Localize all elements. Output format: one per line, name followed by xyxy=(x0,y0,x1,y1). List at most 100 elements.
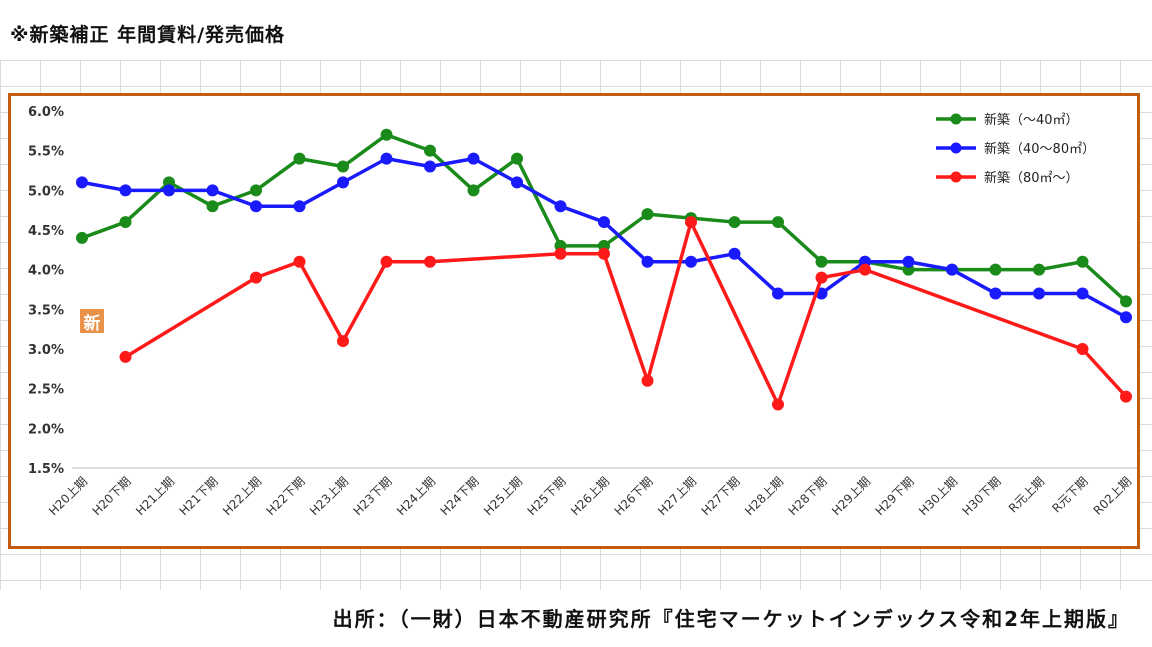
x-tick-label: H29上期 xyxy=(829,474,873,518)
x-tick-label: H20下期 xyxy=(90,474,134,518)
page-title: ※新築補正 年間賃料/発売価格 xyxy=(10,24,286,46)
x-tick-label: H27下期 xyxy=(699,474,743,518)
y-tick-label: 5.0% xyxy=(28,184,64,199)
series-1-point xyxy=(467,184,480,197)
series-2-point xyxy=(424,160,436,173)
series-3-point xyxy=(859,263,871,276)
x-tick-label: H30上期 xyxy=(916,474,960,518)
x-tick-label: H26上期 xyxy=(568,474,612,518)
y-tick-label: 1.5% xyxy=(28,462,64,477)
series-line-2 xyxy=(81,156,1127,319)
series-2-point xyxy=(511,176,523,189)
series-1-point xyxy=(293,152,306,165)
series-2-point xyxy=(119,184,132,197)
series-3-point xyxy=(641,374,654,387)
series-1-point xyxy=(728,216,741,229)
series-2-point xyxy=(598,216,610,229)
series-1-point xyxy=(511,152,523,165)
x-tick-label: H26下期 xyxy=(612,474,656,518)
x-tick-label: R元下期 xyxy=(1049,474,1090,515)
series-2-point xyxy=(1120,311,1132,324)
series-3-point xyxy=(337,335,349,348)
series-3-point xyxy=(554,247,567,260)
legend-swatch-marker xyxy=(950,113,962,125)
x-tick-label: H23下期 xyxy=(351,474,395,518)
x-tick-label: H25下期 xyxy=(525,474,569,518)
series-2-point xyxy=(467,152,480,165)
series-2-point xyxy=(554,200,567,213)
x-tick-label: H30下期 xyxy=(960,474,1004,518)
series-1-point xyxy=(380,128,393,141)
series-1-point xyxy=(424,144,436,157)
series-3-point xyxy=(250,271,262,284)
line-chart: 1.5% 2.0% 2.5% 3.0% 3.5% 4.0% 4.5% 5.0% 5.5% 6.0%… xyxy=(28,105,1137,518)
series-3-point xyxy=(685,216,697,229)
series-line-3 xyxy=(124,220,1128,407)
x-tick-label: H22上期 xyxy=(220,474,264,518)
series-1-point xyxy=(119,216,132,229)
x-tick-label: H24下期 xyxy=(438,474,482,518)
source-citation: 出所：（一財）日本不動産研究所『住宅マーケットインデックス令和2年上期版』 xyxy=(332,607,1130,631)
series-1-point xyxy=(815,255,828,268)
series-1-point xyxy=(772,216,784,229)
series-2-point xyxy=(250,200,262,213)
series-2-point xyxy=(76,176,88,189)
x-tick-label: H29下期 xyxy=(873,474,917,518)
x-tick-label: H25上期 xyxy=(481,474,525,518)
x-tick-label: H24上期 xyxy=(394,474,438,518)
legend-label: 新築（40～80㎡） xyxy=(984,141,1095,157)
series-3-point xyxy=(815,271,828,284)
series-3-point xyxy=(772,398,784,411)
series-2-point xyxy=(1076,287,1089,300)
series-1-point xyxy=(1120,295,1132,308)
series-1-point xyxy=(76,231,88,244)
legend-swatch-marker xyxy=(950,171,962,183)
series-2-point xyxy=(380,152,393,165)
series-1-point xyxy=(1076,255,1089,268)
legend-swatch-marker xyxy=(950,142,962,154)
series-1-point xyxy=(1033,263,1045,276)
series-3-point xyxy=(1076,343,1089,355)
series-2-point xyxy=(946,263,958,276)
series-3-point xyxy=(293,255,306,268)
y-tick-label: 6.0% xyxy=(28,105,64,120)
series-1-point xyxy=(250,184,262,197)
series-2-point xyxy=(1033,287,1045,300)
series-1-point xyxy=(989,263,1002,276)
series-2-point xyxy=(685,255,697,268)
series-3-point xyxy=(598,247,610,260)
series-3-point xyxy=(380,255,393,268)
x-tick-label: R元上期 xyxy=(1006,474,1047,515)
series-2-point xyxy=(728,247,741,260)
series-1-point xyxy=(206,200,219,213)
y-tick-label: 2.0% xyxy=(28,422,64,437)
series-1-point xyxy=(337,160,349,173)
new-badge-icon: 新 xyxy=(80,309,104,334)
series-2-point xyxy=(772,287,784,300)
x-tick-label: H22下期 xyxy=(264,474,308,518)
x-tick-label: H28上期 xyxy=(742,474,786,518)
series-2-point xyxy=(902,255,915,268)
series-2-point xyxy=(206,184,219,197)
y-tick-label: 3.5% xyxy=(28,303,64,318)
y-tick-label: 4.5% xyxy=(28,224,64,239)
x-tick-label: H23上期 xyxy=(307,474,351,518)
series-3-point xyxy=(1120,390,1132,403)
series-3-point xyxy=(424,255,436,268)
series-2-point xyxy=(293,200,306,213)
y-tick-label: 5.5% xyxy=(28,145,64,160)
series-3-point xyxy=(119,350,132,363)
legend-label: 新築（80㎡～） xyxy=(984,170,1079,186)
chart-frame: 1.5% 2.0% 2.5% 3.0% 3.5% 4.0% 4.5% 5.0% 5.5% 6.0%… xyxy=(8,93,1140,549)
legend-label: 新築（～40㎡） xyxy=(984,112,1079,128)
x-tick-label: H27上期 xyxy=(655,474,699,518)
y-tick-label: 4.0% xyxy=(28,264,64,279)
x-tick-label: H28下期 xyxy=(786,474,830,518)
x-tick-label: H20上期 xyxy=(46,474,90,518)
x-tick-label: R02上期 xyxy=(1091,474,1135,518)
series-1-point xyxy=(641,208,654,221)
series-2-point xyxy=(641,255,654,268)
x-tick-label: H21下期 xyxy=(177,474,221,518)
series-2-point xyxy=(163,184,175,197)
x-tick-label: H21上期 xyxy=(133,474,177,518)
